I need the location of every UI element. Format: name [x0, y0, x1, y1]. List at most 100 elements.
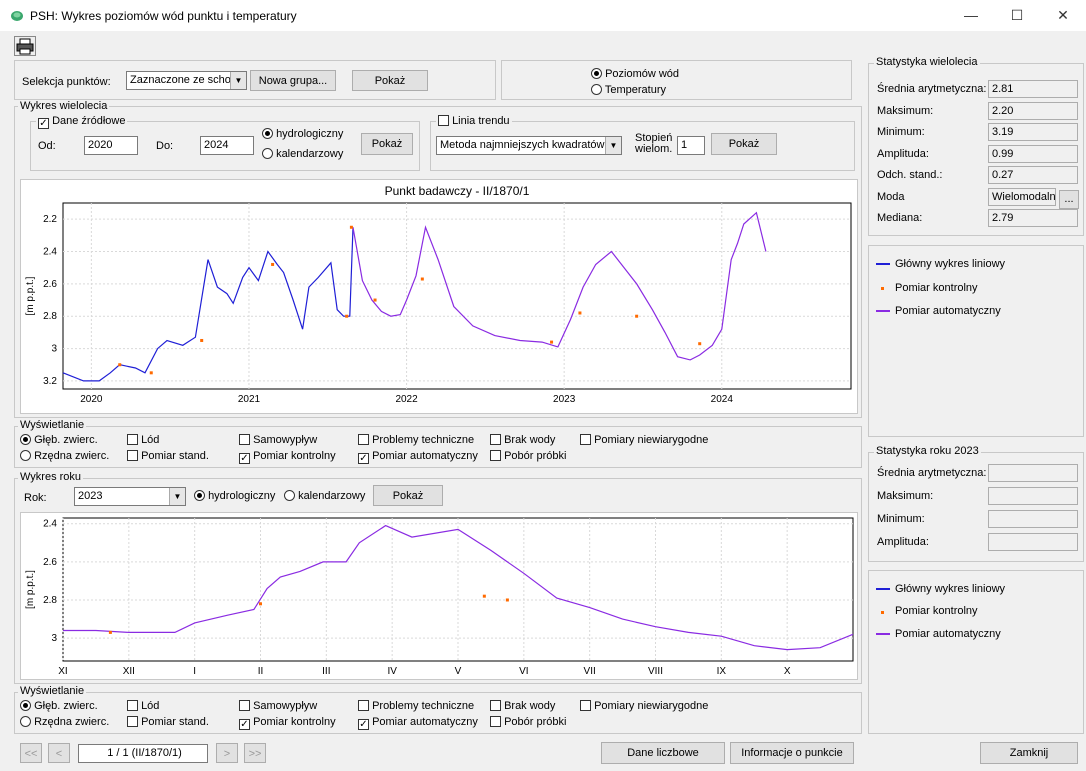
- close-dialog-button[interactable]: Zamknij: [980, 742, 1078, 764]
- stat-value: 0.27: [988, 166, 1078, 184]
- control-checkbox-1[interactable]: ✓ Pomiar kontrolny: [239, 450, 336, 464]
- sample-checkbox-1[interactable]: Pobór próbki: [490, 450, 566, 462]
- checkbox-icon: [358, 700, 369, 711]
- stat-value: 2.81: [988, 80, 1078, 98]
- x-tick-label: 2020: [80, 394, 103, 405]
- stat-value: [988, 487, 1078, 505]
- control-point: [698, 342, 702, 346]
- to-year-input[interactable]: 2024: [200, 136, 254, 155]
- sample-checkbox-2[interactable]: Pobór próbki: [490, 716, 566, 728]
- legend-2: [868, 570, 1084, 734]
- radio-icon: [262, 128, 273, 139]
- stat-label: Odch. stand.:: [877, 169, 943, 181]
- year-hydro-radio[interactable]: hydrologiczny: [194, 490, 275, 502]
- no-water-checkbox-1[interactable]: Brak wody: [490, 434, 555, 446]
- no-water-checkbox-2[interactable]: Brak wody: [490, 700, 555, 712]
- auto-checkbox-1[interactable]: ✓ Pomiar automatyczny: [358, 450, 478, 464]
- mode-temperature-radio[interactable]: Temperatury: [591, 84, 666, 96]
- calendar-radio[interactable]: kalendarzowy: [262, 148, 343, 160]
- checkbox-icon: [127, 450, 138, 461]
- y-tick-label: 2.6: [43, 279, 57, 290]
- x-tick-label: V: [455, 666, 462, 677]
- year-stats-label: Statystyka roku 2023: [874, 445, 981, 457]
- legend-1-auto: Pomiar automatyczny: [895, 305, 1001, 317]
- x-tick-label: VII: [584, 666, 596, 677]
- unreliable-checkbox-1[interactable]: Pomiary niewiarygodne: [580, 434, 708, 446]
- control-marker-swatch: [881, 611, 884, 614]
- maximize-button[interactable]: ☐: [1010, 7, 1024, 23]
- ice-label: Lód: [141, 434, 160, 446]
- ordinate-radio-2[interactable]: Rzędna zwierc.: [20, 716, 109, 728]
- ordinate-radio-1[interactable]: Rzędna zwierc.: [20, 450, 109, 462]
- printer-icon[interactable]: [14, 36, 36, 56]
- numeric-data-button[interactable]: Dane liczbowe: [601, 742, 725, 764]
- depth-radio-1[interactable]: Głęb. zwierc.: [20, 434, 98, 446]
- trend-checkbox[interactable]: Linia trendu: [436, 115, 512, 127]
- mode-levels-radio[interactable]: Poziomów wód: [591, 68, 679, 80]
- problems-checkbox-1[interactable]: Problemy techniczne: [358, 434, 474, 446]
- x-tick-label: VIII: [648, 666, 663, 677]
- title-bar: [0, 0, 1086, 31]
- y-tick-label: 3: [51, 633, 57, 644]
- year-combo[interactable]: 2023 ▼: [74, 487, 186, 506]
- moda-more-button[interactable]: ...: [1059, 190, 1079, 209]
- radio-icon: [262, 148, 273, 159]
- depth-radio-2[interactable]: Głęb. zwierc.: [20, 700, 98, 712]
- radio-icon: [20, 700, 31, 711]
- year-calendar-radio[interactable]: kalendarzowy: [284, 490, 365, 502]
- new-group-button[interactable]: Nowa grupa...: [250, 70, 336, 91]
- selection-combo[interactable]: Zaznaczone ze schow ▼: [126, 71, 247, 90]
- mode-temperature-label: Temperatury: [604, 84, 666, 96]
- control-point: [200, 338, 204, 342]
- x-tick-label: 2021: [238, 394, 261, 405]
- stat-label: Średnia arytmetyczna:: [877, 467, 987, 479]
- year-show-button[interactable]: Pokaż: [373, 485, 443, 506]
- y-tick-label: 2.2: [43, 214, 57, 225]
- control-point: [550, 340, 554, 344]
- checkbox-icon: ✓: [358, 719, 369, 730]
- control-point: [420, 277, 424, 281]
- auto-label: Pomiar automatyczny: [372, 716, 478, 728]
- minimize-button[interactable]: —: [964, 7, 978, 23]
- window-title: PSH: Wykres poziomów wód punktu i temper…: [30, 9, 297, 23]
- from-year-input[interactable]: 2020: [84, 136, 138, 155]
- trend-show-button[interactable]: Pokaż: [711, 133, 777, 155]
- first-page-button[interactable]: <<: [20, 743, 42, 763]
- control-point: [259, 602, 262, 606]
- control-point: [349, 225, 353, 229]
- unreliable-checkbox-2[interactable]: Pomiary niewiarygodne: [580, 700, 708, 712]
- point-info-button[interactable]: Informacje o punkcie: [730, 742, 854, 764]
- close-window-button[interactable]: ✕: [1057, 7, 1069, 23]
- ice-checkbox-2[interactable]: Lód: [127, 700, 159, 712]
- legend-1-main: Główny wykres liniowy: [895, 258, 1006, 270]
- stat-label: Maksimum:: [877, 490, 934, 502]
- auto-series-line: [63, 524, 854, 651]
- control-checkbox-2[interactable]: ✓ Pomiar kontrolny: [239, 716, 336, 730]
- prev-page-button[interactable]: <: [48, 743, 70, 763]
- outflow-checkbox-2[interactable]: Samowypływ: [239, 700, 317, 712]
- stand-checkbox-2[interactable]: Pomiar stand.: [127, 716, 209, 728]
- next-page-button[interactable]: >: [216, 743, 238, 763]
- last-page-button[interactable]: >>: [244, 743, 266, 763]
- legend-2-control: Pomiar kontrolny: [895, 605, 978, 617]
- stat-value: [988, 510, 1078, 528]
- trend-method-combo[interactable]: Metoda najmniejszych kwadratów ▼: [436, 136, 622, 155]
- hydro-radio[interactable]: hydrologiczny: [262, 128, 343, 140]
- control-point: [345, 314, 349, 318]
- selection-group: [14, 60, 496, 100]
- ice-label: Lód: [141, 700, 160, 712]
- control-label: Pomiar kontrolny: [253, 716, 336, 728]
- outflow-checkbox-1[interactable]: Samowypływ: [239, 434, 317, 446]
- source-data-checkbox[interactable]: ✓ Dane źródłowe: [36, 115, 128, 129]
- problems-checkbox-2[interactable]: Problemy techniczne: [358, 700, 474, 712]
- depth-label: Głęb. zwierc.: [34, 434, 98, 446]
- legend-1-control: Pomiar kontrolny: [895, 282, 978, 294]
- degree-input[interactable]: 1: [677, 136, 705, 155]
- ice-checkbox-1[interactable]: Lód: [127, 434, 159, 446]
- selection-show-button[interactable]: Pokaż: [352, 70, 428, 91]
- x-tick-label: 2023: [553, 394, 576, 405]
- radio-icon: [591, 68, 602, 79]
- stand-checkbox-1[interactable]: Pomiar stand.: [127, 450, 209, 462]
- auto-checkbox-2[interactable]: ✓ Pomiar automatyczny: [358, 716, 478, 730]
- multi-show-button[interactable]: Pokaż: [361, 133, 413, 155]
